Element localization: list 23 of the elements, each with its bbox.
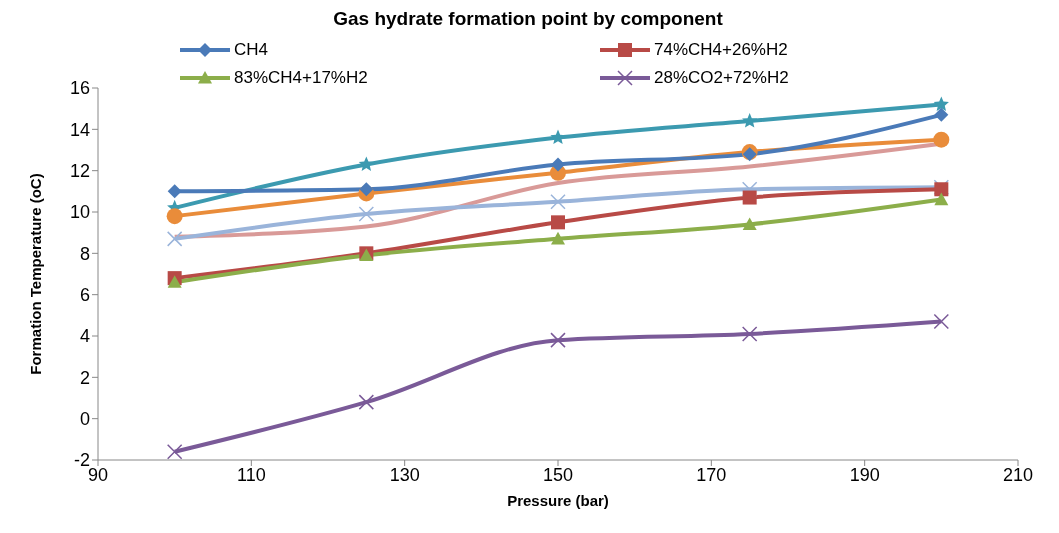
y-tick-label: 0 [79,409,90,430]
y-tick-label: 12 [69,161,90,182]
legend-label: 28%CO2+72%H2 [654,68,789,88]
x-tick-label: 150 [542,464,574,485]
y-tick-label: 4 [79,326,90,347]
y-tick-label: 6 [79,285,90,306]
x-tick-label: 210 [1002,464,1034,485]
x-tick-label: 170 [696,464,727,485]
y-axis-title: Formation Temperature (oC) [27,173,45,375]
y-tick-label: -2 [73,450,90,471]
x-axis-title: Pressure (bar) [507,492,609,509]
y-tick-label: 2 [79,367,90,388]
legend-label: 74%CH4+26%H2 [654,40,788,60]
legend-label: 83%CH4+17%H2 [234,68,368,88]
x-tick-label: 190 [849,464,880,485]
y-tick-label: 16 [69,78,90,99]
y-tick-label: 14 [69,119,90,140]
x-tick-label: 130 [389,464,420,485]
y-tick-label: 10 [69,202,90,223]
x-tick-label: 110 [236,464,266,485]
y-tick-label: 8 [79,243,90,264]
chart-title: Gas hydrate formation point by component [332,8,724,30]
legend-label: CH4 [234,40,269,60]
